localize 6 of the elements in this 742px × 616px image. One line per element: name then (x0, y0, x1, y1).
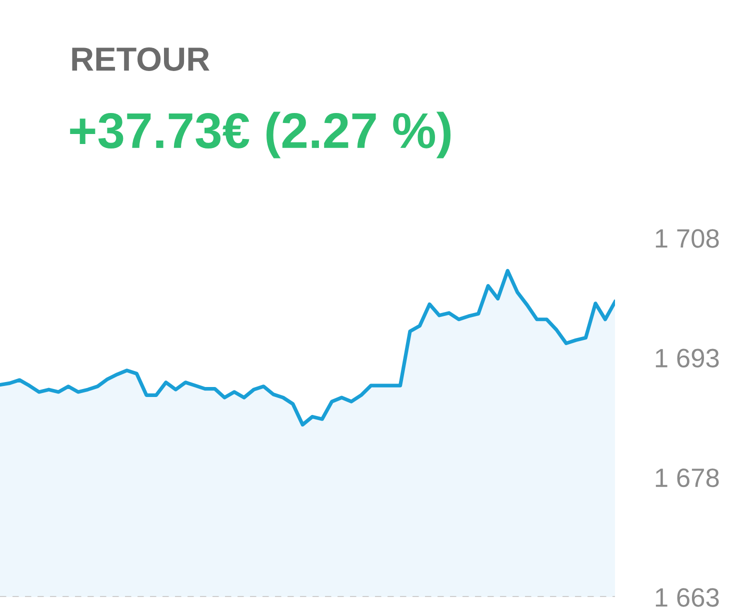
y-tick-label: 1 663 (656, 588, 719, 607)
y-tick-label: 1 708 (656, 229, 719, 248)
y-tick-label: 1 678 (656, 468, 719, 488)
chart-subtitle: +37.73€ (2.27 %) (70, 112, 450, 158)
y-tick-label: 1 693 (656, 348, 719, 368)
chart-title: RETOUR (72, 47, 210, 71)
